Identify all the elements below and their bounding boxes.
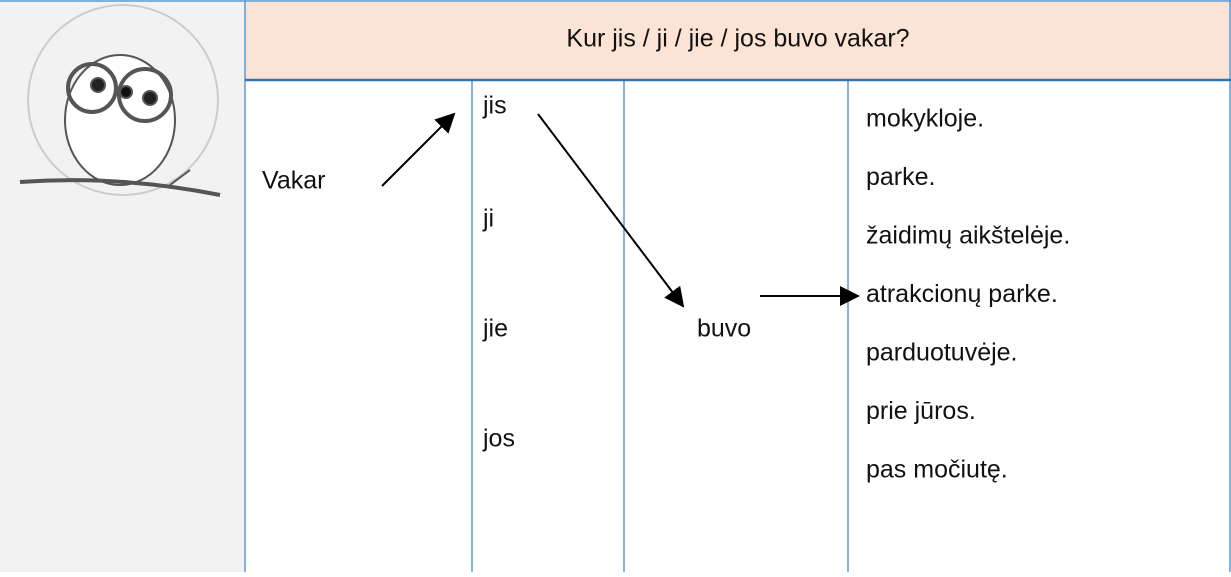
- place: žaidimų aikštelėje.: [866, 222, 1070, 250]
- place: pas močiutę.: [866, 456, 1008, 484]
- place: parduotuvėje.: [866, 339, 1018, 367]
- time-word: Vakar: [262, 167, 325, 195]
- place: mokykloje.: [866, 105, 984, 133]
- arrows: [381, 112, 860, 308]
- pronoun: jos: [482, 425, 515, 453]
- pronoun-column: jis ji jie jos: [482, 92, 515, 453]
- verb: buvo: [697, 315, 751, 343]
- pronoun: jie: [482, 315, 508, 343]
- place: parke.: [866, 163, 935, 191]
- pronoun: ji: [482, 205, 494, 233]
- place: prie jūros.: [866, 397, 976, 425]
- title: Kur jis / ji / jie / jos buvo vakar?: [566, 25, 909, 53]
- owl-illustration: [19, 4, 221, 197]
- place: atrakcionų parke.: [866, 280, 1058, 308]
- pronoun: jis: [482, 92, 507, 120]
- header-cell: [245, 0, 1231, 80]
- place-column: mokykloje. parke. žaidimų aikštelėje. atrak…: [866, 105, 1070, 484]
